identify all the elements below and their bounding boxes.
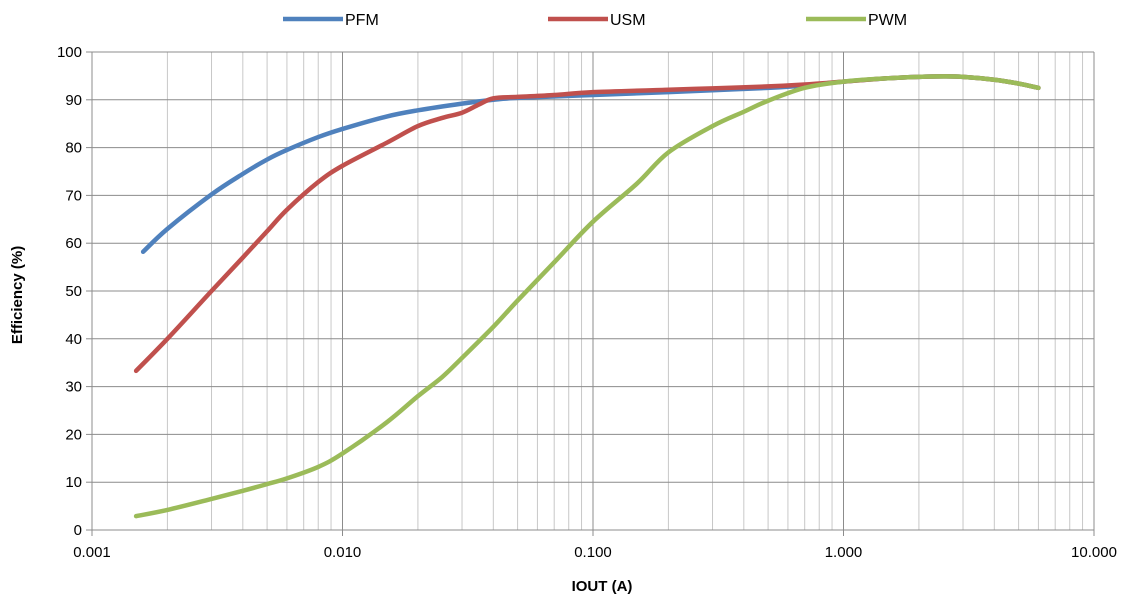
y-tick-label: 50	[65, 283, 82, 300]
y-tick-label: 20	[65, 426, 82, 443]
y-tick-label: 60	[65, 235, 82, 252]
major-gridlines	[91, 51, 1095, 530]
y-tick-label: 100	[57, 44, 82, 61]
y-tick-label: 30	[65, 379, 82, 396]
x-tick-labels: 0.001 0.010 0.100 1.000 10.000	[73, 544, 1117, 561]
legend-label-pwm: PWM	[868, 12, 907, 29]
y-tick-label: 0	[74, 522, 82, 539]
y-tick-labels: 0 10 20 30 40 50 60 70 80 90 100	[57, 44, 82, 539]
series-line-usm	[133, 74, 1041, 374]
y-tick-label: 40	[65, 331, 82, 348]
x-axis-title: IOUT (A)	[572, 578, 633, 595]
plot-axes	[86, 51, 1095, 536]
legend: PFM USM PWM	[283, 12, 907, 29]
legend-label-pfm: PFM	[345, 12, 379, 29]
series-lines	[133, 74, 1041, 519]
legend-label-usm: USM	[610, 12, 646, 29]
y-axis-title: Efficiency (%)	[9, 246, 26, 344]
y-tick-label: 70	[65, 187, 82, 204]
y-tick-label: 90	[65, 92, 82, 109]
x-tick-label: 0.100	[574, 544, 612, 561]
series-line-pwm	[133, 74, 1041, 519]
x-tick-label: 1.000	[825, 544, 863, 561]
y-tick-label: 10	[65, 474, 82, 491]
x-tick-label: 0.010	[324, 544, 362, 561]
x-tick-label: 10.000	[1071, 544, 1117, 561]
y-tick-label: 80	[65, 140, 82, 157]
x-tick-label: 0.001	[73, 544, 111, 561]
